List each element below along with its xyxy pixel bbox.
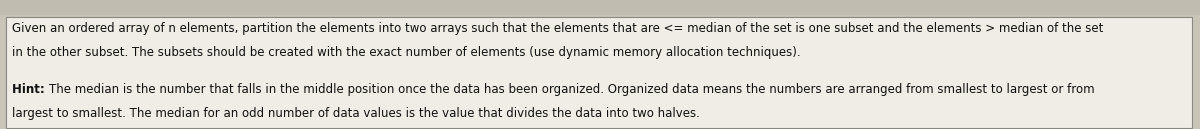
- Text: Hint:: Hint:: [12, 83, 49, 96]
- FancyBboxPatch shape: [0, 0, 1200, 15]
- Text: Given an ordered array of n elements, partition the elements into two arrays suc: Given an ordered array of n elements, pa…: [12, 22, 1103, 35]
- Text: The median is the number that falls in the middle position once the data has bee: The median is the number that falls in t…: [49, 83, 1094, 96]
- Text: largest to smallest. The median for an odd number of data values is the value th: largest to smallest. The median for an o…: [12, 107, 700, 120]
- FancyBboxPatch shape: [6, 17, 1192, 128]
- Text: in the other subset. The subsets should be created with the exact number of elem: in the other subset. The subsets should …: [12, 46, 800, 59]
